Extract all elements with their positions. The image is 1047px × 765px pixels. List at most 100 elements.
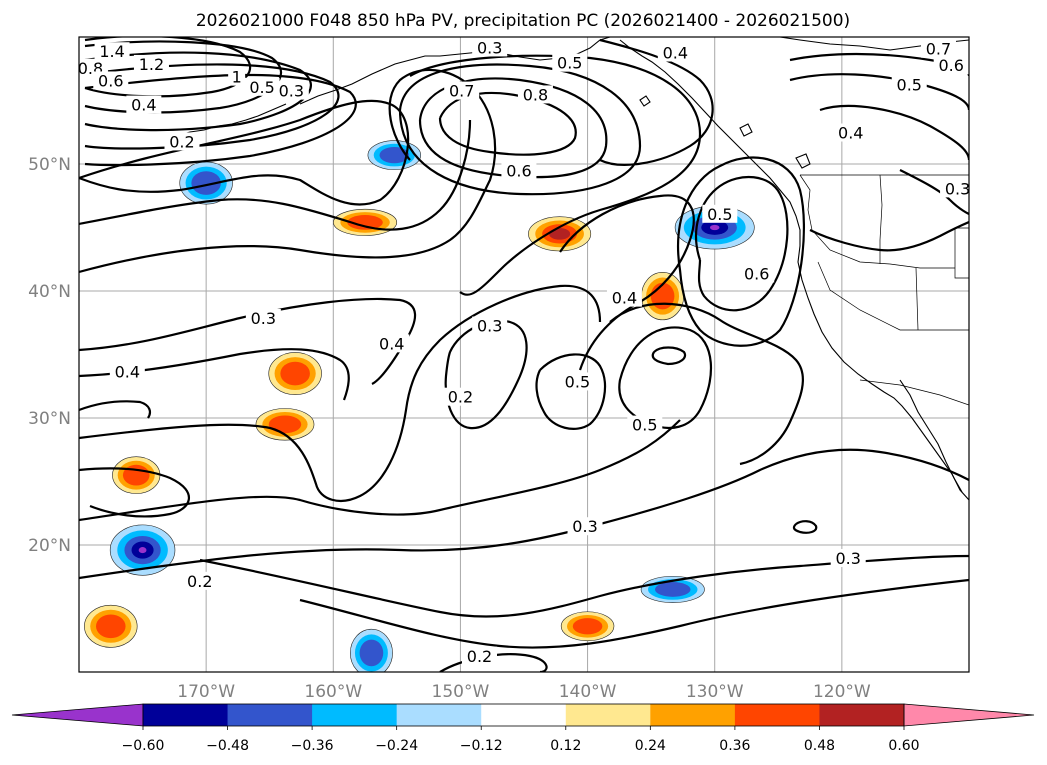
chart-title: 2026021000 F048 850 hPa PV, precipitatio…	[196, 11, 850, 31]
colorbar-segment	[396, 704, 482, 726]
contour-label-bg	[126, 95, 162, 114]
contour-label: 0.3	[251, 309, 276, 328]
contour-label: 0.5	[557, 54, 582, 73]
contour-label: 1	[232, 68, 242, 87]
colorbar-segment	[565, 704, 651, 726]
contour-label: 0.3	[477, 38, 502, 57]
contour-label-bg	[606, 288, 642, 307]
longitude-tick-label: 170°W	[177, 682, 235, 702]
latitude-tick-labels: 20°N 30°N 40°N 50°N	[28, 155, 71, 556]
precip-patch	[560, 611, 615, 642]
precip-patch	[333, 208, 398, 236]
contour-label: 0.3	[572, 517, 597, 536]
contour-labels: 1.41.20.80.60.40.210.5 0.30.30.50.40.7 0.8…	[79, 38, 970, 666]
contour-label: 0.7	[926, 40, 951, 59]
precip-band	[347, 215, 383, 230]
contour-label-bg	[940, 179, 969, 198]
contour-label-bg	[93, 71, 129, 90]
precip-band	[191, 171, 221, 195]
precip-patch	[367, 140, 422, 170]
contour-label: 0.6	[744, 264, 769, 283]
longitude-tick-labels: 170°W 160°W 150°W 140°W 130°W 120°W	[177, 682, 871, 702]
longitude-tick-label: 150°W	[432, 682, 490, 702]
precip-patch	[112, 456, 161, 494]
contour-label-bg	[627, 415, 663, 434]
longitude-tick-label: 160°W	[304, 682, 362, 702]
contour-label: 0.5	[565, 372, 590, 391]
precip-patch	[84, 604, 138, 648]
contour-label-bg	[444, 81, 480, 100]
colorbar-tick-label: 0.48	[804, 738, 835, 754]
contour-label: 0.6	[938, 56, 963, 75]
contour-label-bg	[462, 646, 497, 665]
contour-label: 0.6	[506, 162, 531, 181]
colorbar-segment	[481, 704, 567, 726]
colorbar-segment	[227, 704, 313, 726]
contour-label-bg	[133, 54, 169, 73]
colorbar-tick-label: −0.12	[460, 738, 503, 754]
precip-band	[96, 614, 126, 639]
contour-label-bg	[442, 387, 478, 406]
colorbar-frame	[142, 703, 905, 727]
contour-label-bg	[164, 132, 200, 151]
pv-contours	[79, 37, 969, 672]
precip-band	[379, 146, 410, 164]
contour-label-bg	[891, 75, 927, 94]
colorbar-tick-label: 0.60	[888, 738, 919, 754]
colorbar-segment	[143, 704, 229, 726]
contour-label-bg	[920, 39, 956, 58]
longitude-tick-label: 130°W	[686, 682, 744, 702]
precip-band	[709, 224, 720, 231]
latitude-tick-label: 30°N	[28, 409, 71, 429]
contour-label: 0.2	[467, 647, 492, 666]
contour-label-bg	[552, 53, 588, 72]
contour-label: 0.3	[945, 179, 970, 198]
contour-label: 0.3	[477, 317, 502, 336]
colorbar-segment	[734, 704, 820, 726]
colorbar-tick-label: 0.24	[635, 738, 666, 754]
colorbar-extend-high	[903, 703, 1035, 727]
contour-label-bg	[830, 548, 866, 567]
precip-band	[548, 228, 571, 240]
contour-label: 0.8	[523, 85, 548, 104]
contour-label-bg	[657, 43, 693, 62]
colorbar-segment	[312, 704, 398, 726]
precip-patch	[109, 524, 176, 576]
contour-label-bg	[244, 77, 280, 96]
political-borders	[799, 174, 969, 406]
contour-label: 0.4	[838, 124, 863, 143]
contour-label: 0.7	[449, 82, 474, 101]
colorbar-tick-label: −0.24	[375, 738, 418, 754]
contour-label: 0.2	[448, 388, 473, 407]
contour-label-bg	[567, 517, 603, 536]
contour-label-bg	[472, 316, 508, 335]
contour-label: 0.4	[115, 362, 140, 381]
contour-label: 0.5	[249, 78, 274, 97]
latitude-tick-label: 40°N	[28, 282, 71, 302]
contour-label-bg	[559, 372, 595, 391]
map-panel: 1.41.20.80.60.40.210.5 0.30.30.50.40.7 0.8…	[79, 37, 970, 672]
contour-label: 1.2	[139, 55, 164, 74]
contour-label-bg	[109, 362, 145, 381]
contour-label-bg	[374, 334, 410, 353]
precip-patch	[179, 161, 233, 205]
precip-band	[572, 618, 603, 635]
contour-label-bg	[833, 123, 869, 142]
precip-band	[655, 582, 691, 597]
colorbar-tick-label: 0.12	[550, 738, 581, 754]
precip-band	[268, 415, 302, 434]
contour-label: 0.2	[169, 132, 194, 151]
contour-label-bg	[933, 56, 969, 75]
contour-label: 0.3	[279, 82, 304, 101]
contour-label-bg	[472, 38, 508, 57]
precip-band	[138, 547, 147, 554]
contour-label-bg	[517, 85, 553, 104]
latitude-tick-label: 20°N	[28, 536, 71, 556]
contour-label: 0.5	[632, 416, 657, 435]
colorbar-extend-low	[11, 703, 144, 727]
contour-label-bg	[273, 81, 309, 100]
colorbar-tick-label: −0.48	[206, 738, 249, 754]
contour-label: 0.5	[897, 75, 922, 94]
contour-label-bg	[182, 571, 218, 590]
contour-label: 0.6	[98, 71, 123, 90]
